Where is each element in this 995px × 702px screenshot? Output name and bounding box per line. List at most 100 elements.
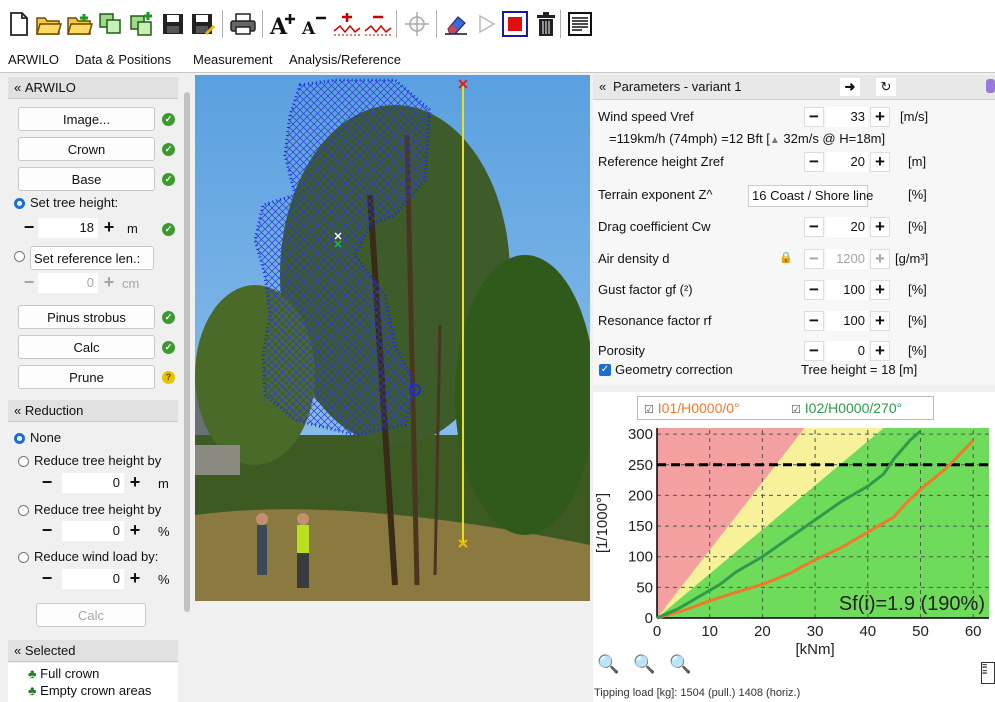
save-icon[interactable] — [158, 8, 188, 40]
wind-minus-button[interactable]: − — [804, 107, 824, 127]
calc-button[interactable]: Calc — [18, 335, 155, 359]
ref-unit: [m] — [908, 154, 927, 169]
drag-plus-button[interactable]: + — [870, 217, 890, 237]
drag-input[interactable]: 20 — [826, 217, 868, 237]
ref-plus-button[interactable]: + — [870, 152, 890, 172]
species-button[interactable]: Pinus strobus — [18, 305, 155, 329]
crown-button[interactable]: Crown — [18, 137, 155, 161]
lock-icon[interactable]: 🔒 — [779, 252, 793, 264]
set-reference-radio[interactable] — [14, 251, 25, 262]
new-document-icon[interactable] — [4, 8, 34, 40]
terrain-select[interactable]: 16 Coast / Shore line — [748, 185, 873, 207]
selected-section-header[interactable]: « Selected — [8, 640, 178, 662]
reduce-height-m-minus[interactable]: − — [41, 472, 53, 492]
tree-icon: ♣ — [28, 683, 37, 698]
line-minus-icon[interactable] — [363, 8, 393, 40]
tab-measurement[interactable]: Measurement — [193, 52, 273, 67]
terrain-label: Terrain exponent Z^ — [598, 187, 713, 202]
tab-arwilo[interactable]: ARWILO — [8, 52, 60, 67]
porosity-plus-button[interactable]: + — [870, 341, 890, 361]
reference-unit: cm — [122, 276, 140, 291]
tree-height-minus-button[interactable]: − — [23, 217, 35, 237]
reduce-height-m-input[interactable]: 0 — [62, 473, 124, 493]
wind-speed-input[interactable]: 33 — [826, 107, 868, 127]
reduce-wind-input[interactable]: 0 — [62, 569, 124, 589]
set-reference-button[interactable]: Set reference len.: — [30, 246, 154, 270]
copy-plus-icon[interactable] — [127, 8, 157, 40]
res-minus-button[interactable]: − — [804, 311, 824, 331]
legend-item-2[interactable]: ☑ I02/H0000/270° — [791, 400, 903, 416]
reference-height-input[interactable]: 20 — [826, 152, 868, 172]
reference-plus-button[interactable]: + — [103, 272, 115, 292]
zoom-in-icon[interactable]: 🔍 — [669, 654, 692, 674]
reduce-wind-minus[interactable]: − — [41, 568, 53, 588]
crosshair-icon[interactable] — [402, 8, 432, 40]
reduce-height-m-radio[interactable] — [18, 456, 29, 467]
font-larger-icon[interactable]: A — [268, 8, 298, 40]
ref-minus-button[interactable]: − — [804, 152, 824, 172]
gust-input[interactable]: 100 — [826, 280, 868, 300]
color-tag-icon[interactable] — [986, 79, 995, 93]
tree-height-input[interactable]: 18 — [38, 218, 98, 238]
report-icon[interactable]: ≡ ≡ — [981, 662, 995, 684]
trash-icon[interactable] — [531, 8, 561, 40]
reduction-calc-button[interactable]: Calc — [36, 603, 146, 627]
left-scrollbar[interactable] — [184, 92, 190, 612]
geometry-checkbox[interactable]: ✓ — [599, 364, 611, 376]
tree-photo[interactable] — [195, 75, 590, 601]
arwilo-section-header[interactable]: « ARWILO — [8, 77, 178, 99]
res-plus-button[interactable]: + — [870, 311, 890, 331]
reduction-section-header[interactable]: « Reduction — [8, 400, 178, 422]
air-minus-button[interactable]: − — [804, 249, 824, 269]
reduce-height-pct-input[interactable]: 0 — [62, 521, 124, 541]
arrow-right-icon[interactable]: ➜ — [840, 78, 860, 96]
zoom-reset-icon[interactable]: 🔍 — [633, 654, 656, 674]
legend-item-1[interactable]: ☑ I01/H0000/0° — [644, 400, 740, 416]
reduce-wind-radio[interactable] — [18, 552, 29, 563]
tab-analysis-reference[interactable]: Analysis/Reference — [289, 52, 401, 67]
font-smaller-icon[interactable]: A — [299, 8, 329, 40]
play-icon[interactable] — [471, 8, 501, 40]
open-folder-plus-icon[interactable] — [65, 8, 95, 40]
collapse-icon[interactable]: « — [599, 79, 607, 94]
image-button[interactable]: Image... — [18, 107, 155, 131]
reduce-wind-plus[interactable]: + — [129, 568, 141, 588]
report-icon[interactable] — [565, 8, 595, 40]
reduce-height-pct-radio[interactable] — [18, 505, 29, 516]
tree-height-plus-button[interactable]: + — [103, 217, 115, 237]
open-folder-icon[interactable] — [34, 8, 64, 40]
reduce-height-m-plus[interactable]: + — [129, 472, 141, 492]
stop-icon[interactable] — [500, 8, 530, 40]
porosity-input[interactable]: 0 — [826, 341, 868, 361]
prune-button[interactable]: Prune — [18, 365, 155, 389]
chart-plot[interactable]: 0 10 20 30 40 50 60 0 50 100 150 200 250 300 [1/1000°]… — [593, 422, 995, 678]
drag-minus-button[interactable]: − — [804, 217, 824, 237]
reduce-height-pct-minus[interactable]: − — [41, 520, 53, 540]
list-item[interactable]: ♣ Full crown — [28, 666, 100, 681]
list-item[interactable]: ♣ Empty crown areas — [28, 683, 152, 698]
wind-plus-button[interactable]: + — [870, 107, 890, 127]
set-tree-height-radio[interactable] — [14, 198, 25, 209]
gust-plus-button[interactable]: + — [870, 280, 890, 300]
copy-icon[interactable] — [96, 8, 126, 40]
resonance-input[interactable]: 100 — [826, 311, 868, 331]
reduce-height-pct-label: Reduce tree height by — [34, 502, 162, 517]
print-icon[interactable] — [228, 8, 258, 40]
gust-minus-button[interactable]: − — [804, 280, 824, 300]
toolbar: A A — [0, 0, 995, 48]
eraser-icon[interactable] — [441, 8, 471, 40]
zoom-out-icon[interactable]: 🔍 — [597, 654, 620, 674]
reference-input[interactable]: 0 — [38, 273, 98, 293]
reduction-none-radio[interactable] — [14, 433, 25, 444]
tab-data-positions[interactable]: Data & Positions — [75, 52, 172, 67]
reduce-height-pct-plus[interactable]: + — [129, 520, 141, 540]
base-button[interactable]: Base — [18, 167, 155, 191]
reference-minus-button[interactable]: − — [23, 272, 35, 292]
air-plus-button[interactable]: + — [870, 249, 890, 269]
porosity-minus-button[interactable]: − — [804, 341, 824, 361]
x-tick-label: 40 — [859, 623, 876, 640]
line-plus-icon[interactable] — [332, 8, 362, 40]
reset-icon[interactable]: ↻ — [876, 78, 896, 96]
save-as-icon[interactable] — [188, 8, 218, 40]
air-density-input[interactable]: 1200 — [826, 249, 868, 269]
